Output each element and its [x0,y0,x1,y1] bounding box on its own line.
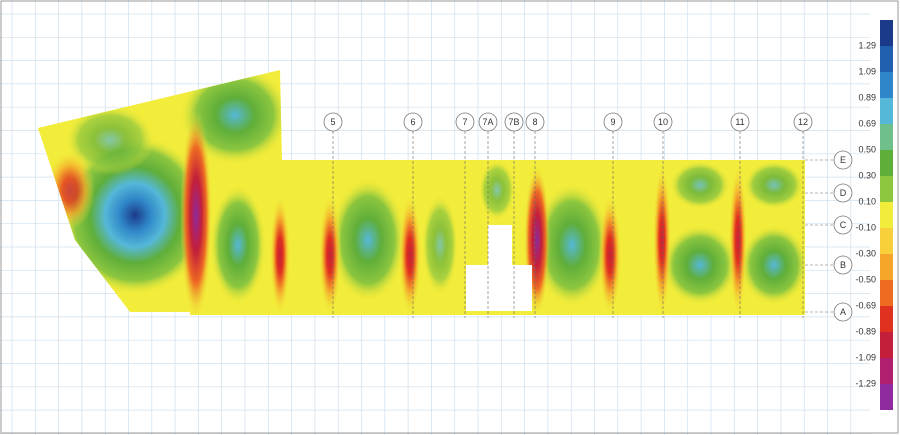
grid-bubble [793,112,813,132]
legend-swatch [880,228,893,254]
grid-bubble [833,183,853,203]
contour-ellipse [662,225,738,305]
grid-row-label: C [840,220,847,230]
contour-ellipse [60,135,210,295]
contour-rect [488,225,512,267]
grid-column-label: 7A [482,117,493,127]
legend-label: -0.30 [855,248,876,258]
grid-bubble [478,112,498,132]
grid-bubble [730,112,750,132]
contour-g: 5 6 7 7A 7B 8 9 10 11 12 E D C B A [323,112,853,322]
legend-label: -0.50 [855,274,876,284]
grid-column-label: 7B [508,117,519,127]
grid-column-label: 8 [532,117,537,127]
contour-rect [466,265,532,311]
legend-label: 0.30 [858,170,876,180]
legend-swatch [880,46,893,72]
legend-swatch [880,72,893,98]
contour-ellipse [399,195,421,315]
contour-ellipse [534,183,610,307]
contour-ellipse [670,161,730,209]
contour-ellipse [479,160,515,220]
grid-bubble [653,112,673,132]
legend-swatch [880,202,893,228]
grid-bubble [833,150,853,170]
legend-label: 1.29 [858,40,876,50]
contour-ellipse [740,225,805,305]
legend-swatch [880,98,893,124]
contour-ellipse [210,185,266,305]
legend-label: -0.10 [855,222,876,232]
contour-ellipse [180,110,212,315]
legend-label: -1.09 [855,352,876,362]
legend-label: -0.69 [855,300,876,310]
contour-ellipse [65,105,155,175]
grid-row-label: B [840,260,846,270]
grid-column-label: 9 [610,117,615,127]
grid-column-label: 12 [798,117,808,127]
legend-label: 0.10 [858,196,876,206]
legend-swatch [880,124,893,150]
legend-swatch [880,384,893,410]
grid-row-label: A [840,307,846,317]
contour-ellipse [330,178,406,302]
grid-column-label: 5 [330,117,335,127]
grid-row-label: D [840,188,847,198]
legend-swatch [880,20,893,46]
grid-bubble [403,112,423,132]
contour-ellipse [270,195,290,315]
legend-swatch [880,306,893,332]
grid-bubble [833,255,853,275]
grid-column-label: 6 [410,117,415,127]
contour-ellipse [422,195,458,295]
legend-label: 1.09 [858,66,876,76]
contour-ellipse [180,70,290,165]
legend-label: 0.69 [858,118,876,128]
grid-column-label: 10 [658,117,668,127]
contour-ellipse [653,165,671,315]
legend-swatch [880,176,893,202]
grid-bubble [323,112,343,132]
contour-ellipse [729,165,747,315]
contour-ellipse [319,195,341,315]
legend-swatch [880,332,893,358]
grid-row-label: E [840,155,846,165]
legend-swatch [880,358,893,384]
grid-bubble [833,215,853,235]
legend-label: 0.50 [858,144,876,154]
grid-bubble [833,302,853,322]
contour-ellipse [744,161,804,209]
legend-label: 0.89 [858,92,876,102]
legend-swatch [880,254,893,280]
legend-label: -1.29 [855,378,876,388]
grid-bubble [603,112,623,132]
grid-bubble [455,112,475,132]
grid-column-label: 11 [735,117,744,127]
legend-swatch [880,150,893,176]
grid-bubble [504,112,524,132]
grid-bubble [525,112,545,132]
contour-ellipse [599,195,621,315]
grid-column-label: 7 [462,117,467,127]
legend-swatch [880,280,893,306]
legend-label: -0.89 [855,326,876,336]
